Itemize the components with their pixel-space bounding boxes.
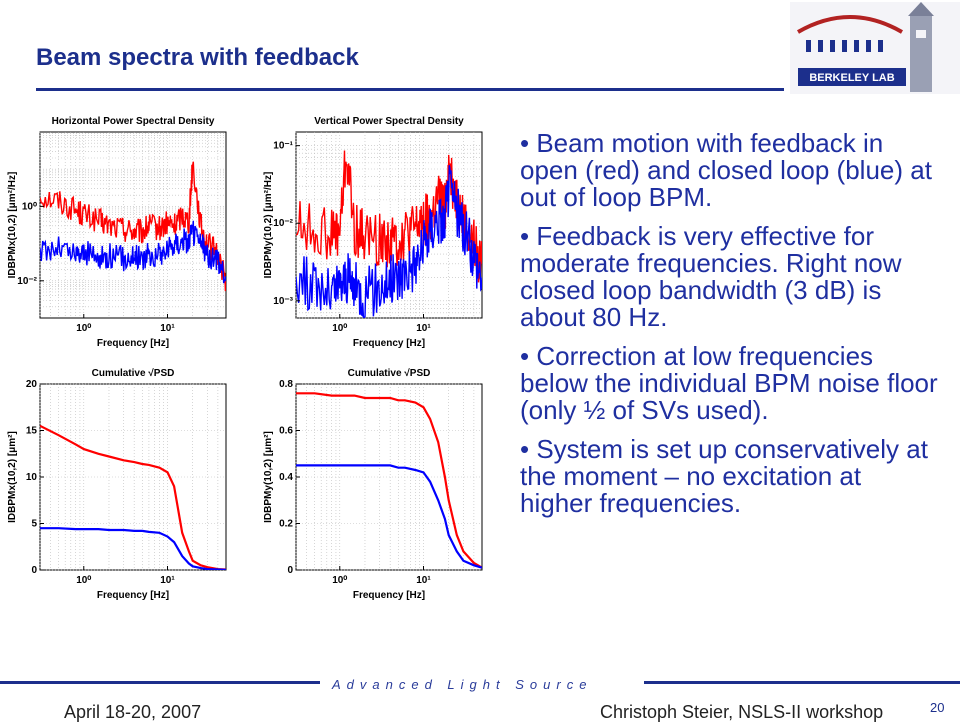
- plot-frame: [39, 131, 227, 319]
- y-tick-label: 0: [287, 565, 293, 576]
- footer-rule-right: [644, 681, 960, 684]
- y-tick-label: 20: [26, 379, 38, 390]
- x-axis-label: Frequency [Hz]: [97, 338, 169, 349]
- series-line: [40, 424, 226, 570]
- x-tick-label: 10⁰: [332, 323, 347, 334]
- x-axis-label: Frequency [Hz]: [353, 338, 425, 349]
- y-axis-label: IDBPMy(10,2) [μm²/Hz]: [263, 172, 274, 279]
- logo-arch-icon: [797, 15, 903, 34]
- y-tick-label: 0.2: [279, 519, 293, 530]
- chart-title: Cumulative √PSD: [92, 368, 175, 379]
- logo-text: BERKELEY LAB: [809, 72, 894, 84]
- y-tick-label: 0: [31, 565, 37, 576]
- logo-name-plate: [798, 68, 906, 86]
- berkeley-lab-logo: BERKELEY LAB: [790, 2, 960, 94]
- y-tick-label: 0.8: [279, 379, 293, 390]
- x-axis-label: Frequency [Hz]: [353, 590, 425, 601]
- y-tick-label: 5: [31, 519, 37, 530]
- y-axis-label: IDBPMx(10,2) [μm²/Hz]: [7, 172, 18, 279]
- y-tick-label: 15: [26, 426, 38, 437]
- x-tick-label: 10¹: [160, 323, 175, 334]
- x-tick-label: 10¹: [416, 575, 431, 586]
- chart-title: Cumulative √PSD: [348, 368, 431, 379]
- y-tick-label: 10⁻¹: [273, 141, 293, 152]
- vertical-cumulative-chart: 10⁰ 10¹ 0 0.2 0.4 0.6 0.8 Cumulative √PSD Freque…: [263, 368, 483, 601]
- x-tick-label: 10⁰: [76, 575, 91, 586]
- y-tick-label: 10⁻³: [273, 296, 293, 307]
- y-axis-label: IDBPMx(10,2) [μm²]: [7, 431, 18, 523]
- footer-author: Christoph Steier, NSLS-II workshop: [600, 702, 884, 722]
- bullet-item: • Beam motion with feedback in open (red…: [520, 128, 932, 212]
- page-number: 20: [930, 700, 945, 715]
- x-tick-label: 10¹: [160, 575, 175, 586]
- x-tick-label: 10¹: [416, 323, 431, 334]
- bullet-list: • Beam motion with feedback in open (red…: [520, 130, 938, 529]
- y-tick-label: 0.6: [279, 426, 293, 437]
- series-line: [40, 527, 226, 570]
- footer-tagline: Advanced Light Source: [332, 677, 593, 692]
- y-tick-label: 10⁰: [22, 201, 37, 212]
- horizontal-cumulative-chart: 10⁰ 10¹ 0 5 10 15 20 Cumulative √PSD Frequency […: [7, 368, 227, 601]
- logo-tower-icon: [908, 2, 934, 92]
- series-line: [296, 464, 482, 569]
- chart-title: Horizontal Power Spectral Density: [52, 116, 215, 127]
- footer-rule-left: [0, 681, 320, 684]
- y-tick-label: 0.4: [279, 472, 293, 483]
- series-line: [40, 161, 226, 292]
- series-line: [296, 165, 482, 318]
- logo-columns-icon: [806, 40, 883, 52]
- y-tick-label: 10: [26, 472, 38, 483]
- chart-title: Vertical Power Spectral Density: [314, 116, 464, 127]
- vertical-psd-chart: 10⁰ 10¹ 10⁻³ 10⁻² 10⁻¹ Vertical Power Spectra…: [263, 116, 483, 349]
- title-underline: [36, 88, 784, 91]
- bullet-item: • Feedback is very effective for moderat…: [520, 221, 902, 332]
- x-tick-label: 10⁰: [76, 323, 91, 334]
- series-line: [296, 392, 482, 569]
- bullet-item: • System is set up conservatively at the…: [520, 434, 928, 518]
- x-axis-label: Frequency [Hz]: [97, 590, 169, 601]
- x-tick-label: 10⁰: [332, 575, 347, 586]
- slide-title: Beam spectra with feedback: [36, 44, 359, 71]
- y-axis-label: IDBPMy(10,2) [μm²]: [263, 431, 274, 523]
- bullet-item: • Correction at low frequencies below th…: [520, 341, 938, 425]
- horizontal-psd-chart: 10⁰ 10¹ 10⁻² 10⁰ Horizontal Power Spectral D…: [7, 116, 227, 349]
- series-line: [40, 220, 226, 284]
- footer-date: April 18-20, 2007: [64, 702, 202, 722]
- y-tick-label: 10⁻²: [273, 218, 293, 229]
- y-tick-label: 10⁻²: [17, 276, 37, 287]
